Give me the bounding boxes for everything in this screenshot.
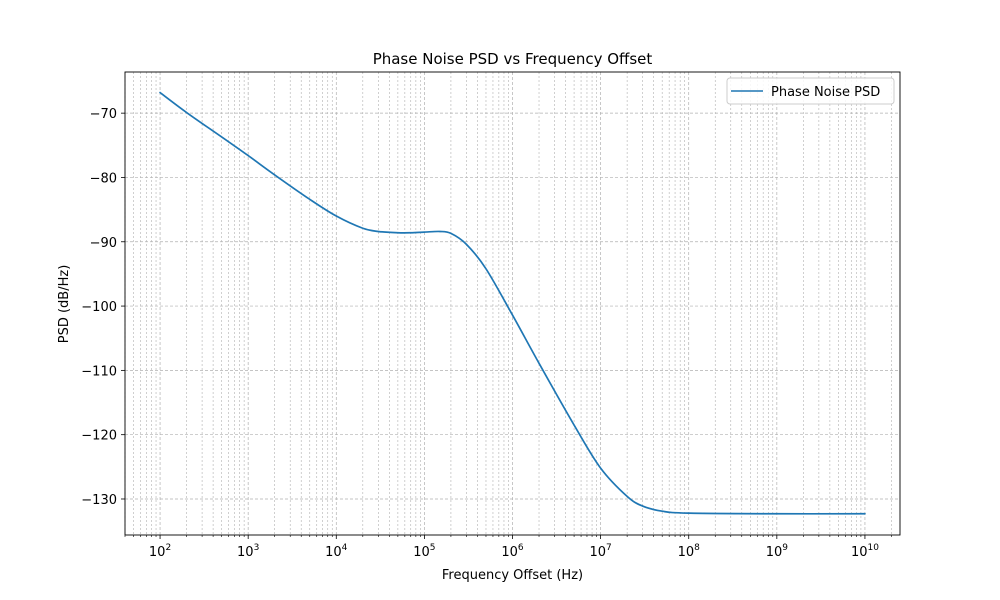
y-tick-label: −130 [81,493,117,508]
x-tick-label: 105 [413,543,435,560]
legend-box [726,77,895,105]
x-tick-label: 1010 [851,543,879,560]
x-tick-label: 108 [678,543,701,560]
axes-frame [124,71,901,536]
y-tick-label: −80 [90,171,117,186]
legend-label-phase-noise-psd: Phase Noise PSD [771,85,880,100]
y-tick-label: −70 [90,107,117,122]
chart-title: Phase Noise PSD vs Frequency Offset [373,50,653,68]
y-axis: −70 −80 −90 −100 −110 −120 −130 [81,107,900,508]
minor-grid [124,72,892,537]
x-tick-label: 104 [325,543,348,560]
y-axis-title: PSD (dB/Hz) [57,265,72,344]
x-tick-label: 102 [149,543,171,560]
x-tick-label: 109 [766,543,789,560]
x-tick-label: 106 [501,543,524,560]
x-axis: 102 103 104 105 106 107 108 109 1010 [149,72,879,560]
y-tick-label: −90 [90,236,117,251]
y-tick-label: −110 [81,364,117,379]
legend: Phase Noise PSD [726,77,895,105]
plot-area: 102 103 104 105 106 107 108 109 1010 −70 −80 −90 −10… [81,71,901,560]
y-tick-label: −100 [81,300,117,315]
x-tick-label: 103 [237,543,259,560]
y-tick-label: −120 [81,429,117,444]
series-line-0 [159,91,866,515]
x-tick-label: 107 [589,543,611,560]
x-axis-title: Frequency Offset (Hz) [442,568,583,583]
